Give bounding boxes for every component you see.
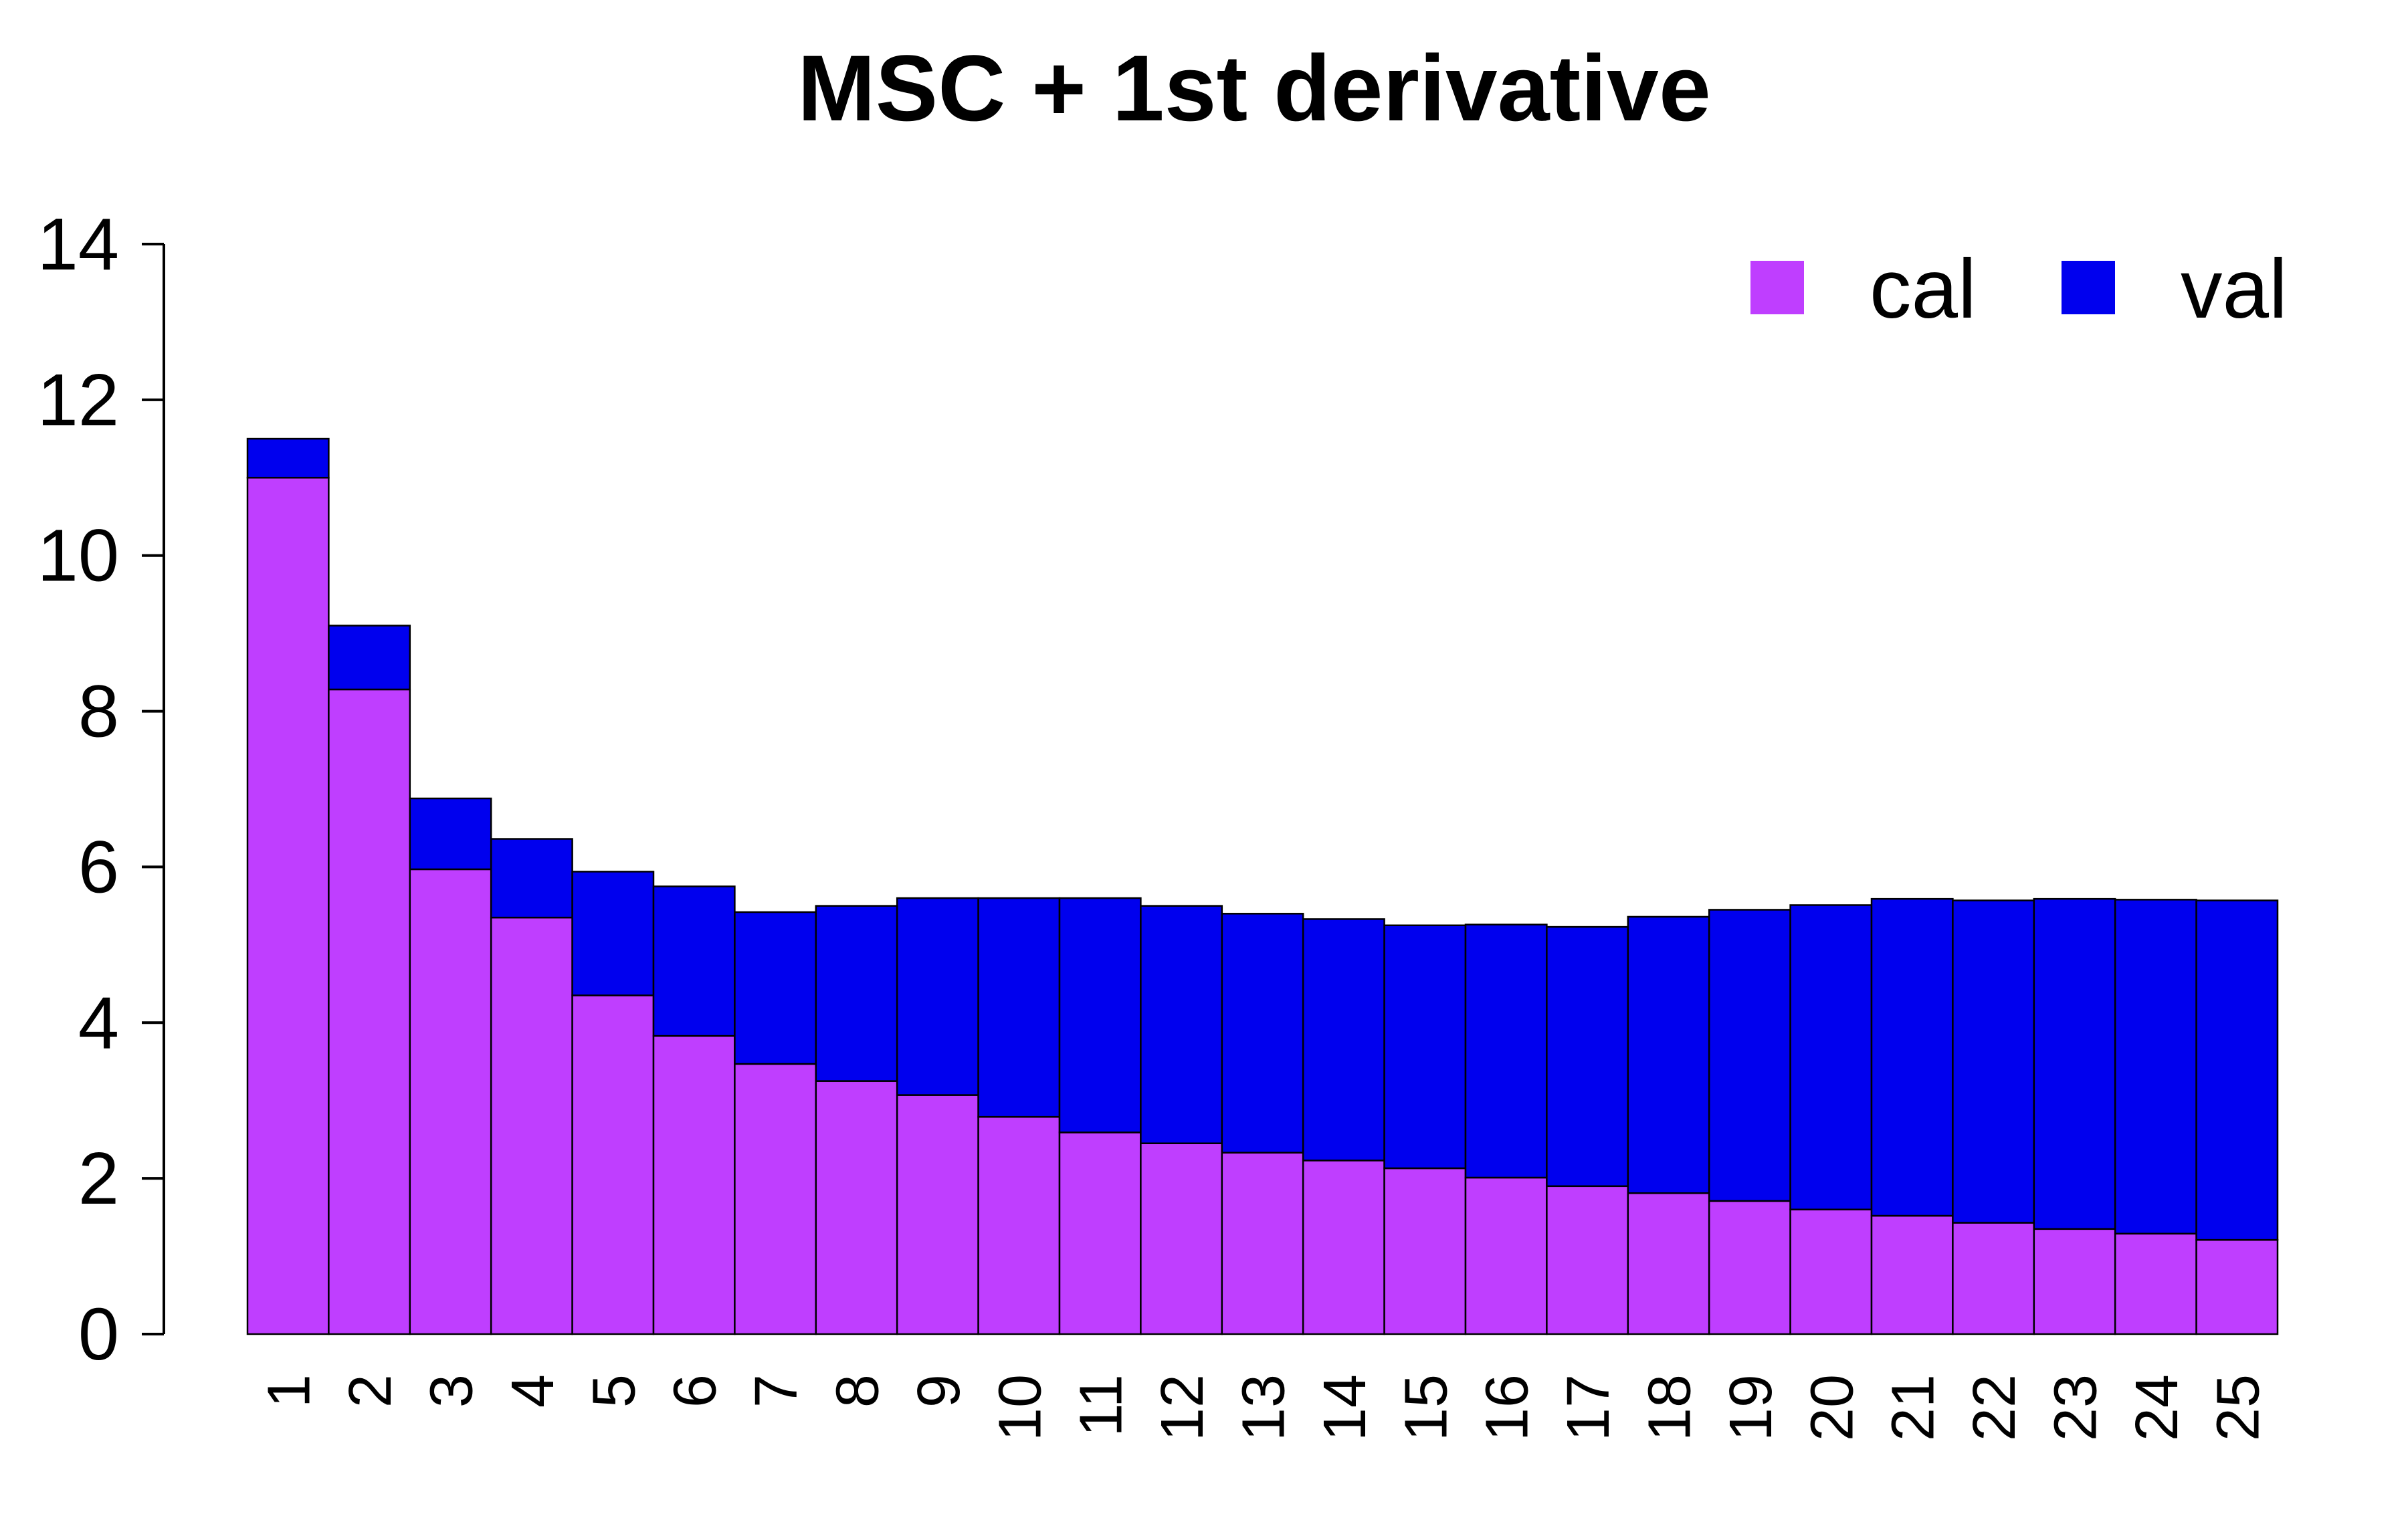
x-tick-label-7: 7 (743, 1374, 810, 1408)
bar-val-16 (1464, 923, 1548, 1179)
x-tick-label-14: 14 (1312, 1374, 1379, 1441)
x-tick-label-24: 24 (2124, 1374, 2191, 1441)
x-axis: 1 2 3 4 5 6 7 8 9 10 11 12 13 14 15 16 17 18 19 20 21 22 23 24 2… (256, 1374, 2272, 1441)
bar-cal-12 (1140, 1142, 1223, 1335)
bar-cal-24 (2114, 1232, 2197, 1335)
x-tick-label-6: 6 (662, 1374, 729, 1408)
bar-cal-2 (328, 688, 411, 1335)
y-tick-label-2: 4 (78, 982, 119, 1064)
x-tick-label-2: 2 (337, 1374, 404, 1408)
x-tick-label-4: 4 (500, 1374, 567, 1408)
x-tick-label-1: 1 (256, 1374, 323, 1408)
chart-title: MSC + 1st derivative (797, 35, 1711, 140)
bar-val-21 (1870, 897, 1954, 1217)
bar-val-1 (246, 437, 330, 479)
x-tick-label-20: 20 (1799, 1374, 1866, 1441)
bar-val-2 (328, 625, 411, 691)
x-tick-label-17: 17 (1555, 1374, 1622, 1441)
x-tick-label-11: 11 (1068, 1374, 1135, 1436)
y-tick-label-7: 14 (37, 203, 119, 286)
x-tick-label-19: 19 (1718, 1374, 1785, 1441)
x-tick-label-8: 8 (825, 1374, 892, 1408)
bar-cal-25 (2195, 1238, 2279, 1335)
bar-val-15 (1383, 924, 1467, 1170)
bar-cal-13 (1221, 1152, 1304, 1335)
y-tick-label-1: 2 (78, 1137, 119, 1220)
bar-val-17 (1546, 926, 1629, 1188)
x-tick-label-12: 12 (1149, 1374, 1216, 1441)
legend-label-cal: cal (1870, 243, 1977, 336)
bar-val-11 (1058, 897, 1142, 1133)
bar-cal-20 (1789, 1208, 1873, 1335)
bar-cal-15 (1383, 1167, 1467, 1335)
bar-val-24 (2114, 899, 2197, 1235)
bar-cal-19 (1708, 1200, 1791, 1335)
x-tick-label-3: 3 (419, 1374, 486, 1408)
bar-cal-7 (734, 1063, 817, 1335)
bar-cal-5 (571, 994, 655, 1335)
bar-cal-8 (815, 1080, 898, 1335)
x-tick-label-16: 16 (1474, 1374, 1541, 1441)
bar-cal-23 (2033, 1228, 2116, 1335)
bar-val-6 (652, 885, 736, 1037)
bar-cal-16 (1464, 1176, 1548, 1335)
bar-cal-1 (246, 477, 330, 1335)
bar-val-4 (490, 838, 573, 919)
bar-cal-3 (409, 868, 492, 1335)
x-tick-label-25: 25 (2205, 1374, 2272, 1441)
bar-val-3 (409, 797, 492, 871)
y-tick-label-4: 8 (78, 671, 119, 753)
bar-cal-21 (1870, 1214, 1954, 1335)
y-axis: 0 2 4 6 8 10 12 14 (37, 203, 165, 1376)
bar-cal-4 (490, 916, 573, 1335)
x-tick-label-13: 13 (1231, 1374, 1298, 1441)
x-tick-label-23: 23 (2043, 1374, 2110, 1441)
x-tick-label-10: 10 (987, 1374, 1054, 1441)
y-tick-label-5: 10 (37, 515, 119, 597)
bar-val-7 (734, 911, 817, 1065)
bar-cal-11 (1058, 1131, 1142, 1335)
bar-val-14 (1302, 918, 1385, 1162)
bar-val-23 (2033, 897, 2116, 1230)
x-tick-label-5: 5 (581, 1374, 647, 1408)
bar-val-18 (1627, 915, 1710, 1194)
bar-val-19 (1708, 909, 1791, 1202)
bar-val-9 (896, 897, 979, 1096)
legend-swatch-val (2062, 261, 2115, 314)
bar-cal-22 (1952, 1222, 2035, 1335)
bar-val-13 (1221, 913, 1304, 1154)
bar-val-20 (1789, 904, 1873, 1210)
bar-cal-17 (1546, 1185, 1629, 1335)
bar-val-25 (2195, 899, 2279, 1241)
bar-cal-10 (977, 1115, 1061, 1335)
x-tick-label-9: 9 (906, 1374, 973, 1408)
y-tick-label-3: 6 (78, 826, 119, 908)
bar-val-5 (571, 871, 655, 996)
y-tick-label-6: 12 (37, 359, 119, 441)
bar-cal-6 (652, 1035, 736, 1335)
bar-val-12 (1140, 905, 1223, 1144)
legend-swatch-cal (1750, 261, 1804, 314)
x-tick-label-21: 21 (1880, 1374, 1947, 1441)
bar-val-10 (977, 897, 1061, 1118)
x-tick-label-15: 15 (1393, 1374, 1460, 1441)
bar-cal-14 (1302, 1160, 1385, 1335)
bars (246, 437, 2279, 1335)
bar-cal-9 (896, 1094, 979, 1335)
x-tick-label-18: 18 (1637, 1374, 1704, 1441)
legend: cal val (1750, 243, 2288, 336)
bar-val-8 (815, 905, 898, 1082)
x-tick-label-22: 22 (1961, 1374, 2028, 1441)
bar-cal-18 (1627, 1192, 1710, 1335)
legend-label-val: val (2181, 243, 2288, 336)
bar-val-22 (1952, 899, 2035, 1224)
y-tick-label-0: 0 (78, 1293, 119, 1376)
